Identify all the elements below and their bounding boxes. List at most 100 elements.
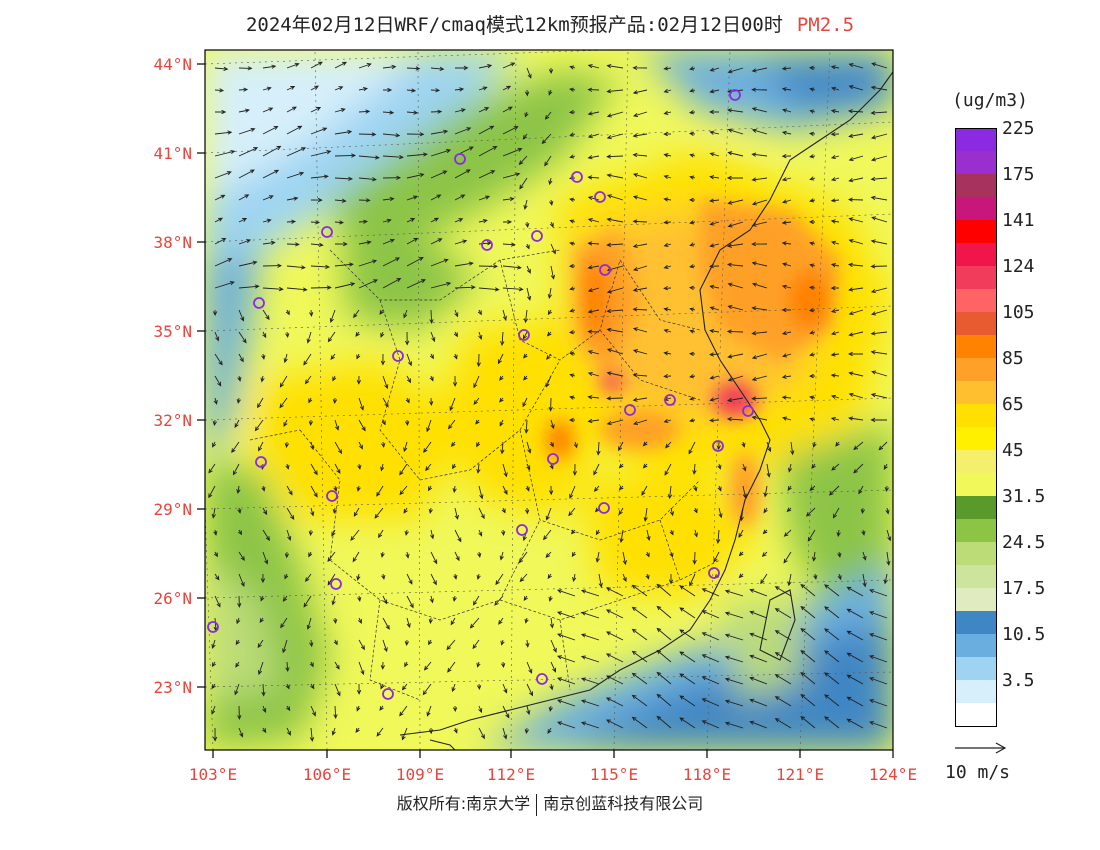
wind-arrow	[502, 172, 521, 179]
wind-arrow	[781, 87, 792, 92]
wind-arrow	[569, 132, 576, 137]
wind-arrow	[262, 309, 270, 321]
legend-swatch	[955, 266, 997, 289]
wind-arrow	[688, 110, 696, 115]
wind-arrow	[478, 485, 484, 500]
wind-arrow	[254, 419, 264, 432]
wind-arrow	[871, 62, 888, 69]
wind-arrow	[478, 218, 488, 224]
wind-arrow	[286, 265, 306, 270]
wind-arrow	[641, 485, 648, 496]
wind-arrow	[526, 683, 533, 697]
wind-arrow	[449, 397, 456, 412]
wind-arrow	[526, 705, 531, 716]
lon-tick-label: 118°E	[683, 765, 731, 784]
wind-arrow	[382, 218, 392, 223]
wind-arrow	[557, 699, 576, 707]
wind-arrow	[423, 441, 432, 454]
wind-arrow	[679, 607, 696, 619]
wind-arrow	[525, 89, 530, 97]
legend-swatch	[955, 703, 997, 727]
wind-arrow	[693, 507, 698, 514]
wind-arrow	[587, 217, 600, 223]
wind-arrow	[587, 241, 600, 246]
wind-arrow	[430, 170, 448, 179]
wind-arrow	[751, 261, 768, 267]
city-marker	[330, 578, 342, 590]
wind-arrow	[522, 397, 528, 408]
wind-arrow	[824, 694, 840, 707]
legend-swatch	[955, 289, 997, 312]
wind-arrow	[428, 727, 434, 735]
wind-arrow	[632, 195, 648, 201]
wind-arrow	[631, 672, 648, 685]
wind-arrow	[787, 485, 792, 491]
wind-arrow	[884, 485, 889, 493]
wind-arrow	[285, 463, 290, 470]
wind-arrow	[580, 699, 600, 707]
wind-arrow	[214, 171, 232, 179]
wind-arrow	[781, 395, 792, 400]
wind-arrow	[382, 196, 395, 202]
wind-arrow	[502, 463, 508, 478]
wind-arrow	[549, 683, 554, 691]
wind-arrow	[238, 239, 252, 245]
wind-arrow	[800, 605, 816, 619]
wind-arrow	[405, 551, 410, 559]
wind-arrow	[631, 716, 648, 729]
wind-arrow	[718, 507, 723, 519]
legend-swatch	[955, 519, 997, 542]
wind-arrow	[310, 61, 323, 69]
wind-arrow	[478, 64, 493, 69]
latitude-axis: 23°N 26°N 29°N 32°N 35°N 38°N 41°N 44°N	[153, 55, 205, 697]
wind-arrow	[572, 463, 578, 476]
wind-arrow	[526, 67, 532, 79]
legend-label: 175	[1002, 164, 1035, 185]
wind-arrow	[781, 130, 792, 136]
legend-label: 10.5	[1002, 624, 1046, 645]
wind-arrow	[568, 330, 576, 335]
wind-arrow	[656, 649, 672, 663]
wind-arrow	[726, 175, 744, 181]
wind-arrow	[382, 175, 402, 180]
wind-arrow	[808, 65, 816, 71]
wind-arrow	[332, 507, 337, 514]
wind-arrow	[709, 397, 720, 402]
city-marker	[516, 524, 528, 536]
wind-arrow	[781, 220, 792, 225]
wind-arrow	[406, 353, 413, 367]
wind-arrow	[709, 109, 719, 115]
wind-arrow	[523, 353, 528, 359]
wind-arrow	[238, 66, 253, 71]
wind-arrow	[285, 661, 290, 673]
wind-arrow	[545, 551, 552, 558]
wind-arrow	[800, 693, 816, 707]
wind-arrow	[469, 617, 480, 629]
wind-arrow	[781, 330, 792, 336]
wind-arrow	[286, 62, 300, 69]
wind-arrow	[262, 107, 274, 113]
wind-arrow	[477, 309, 482, 316]
wind-arrow	[580, 677, 600, 685]
wind-arrow	[478, 331, 483, 340]
wind-arrow	[519, 177, 528, 190]
wind-arrow	[214, 88, 225, 93]
wind-arrow	[846, 718, 864, 729]
wind-arrow	[869, 611, 888, 619]
wind-arrow	[848, 133, 864, 138]
wind-arrow	[494, 595, 504, 606]
wind-arrow	[606, 396, 624, 401]
wind-arrow	[262, 727, 267, 734]
wind-arrow	[870, 110, 888, 116]
wind-arrow	[663, 131, 672, 137]
wind-arrow	[502, 147, 523, 157]
wind-arrow	[334, 86, 344, 91]
wind-arrow	[238, 87, 249, 92]
wind-arrow	[656, 627, 672, 641]
wind-arrow	[724, 721, 744, 729]
wind-arrow	[726, 329, 744, 334]
wind-arrow	[310, 485, 318, 498]
wind-arrow	[334, 241, 348, 247]
longitude-axis: 103°E 106°E 109°E 112°E 115°E 118°E 121°E 124°E	[189, 750, 917, 784]
wind-arrow	[382, 257, 400, 267]
